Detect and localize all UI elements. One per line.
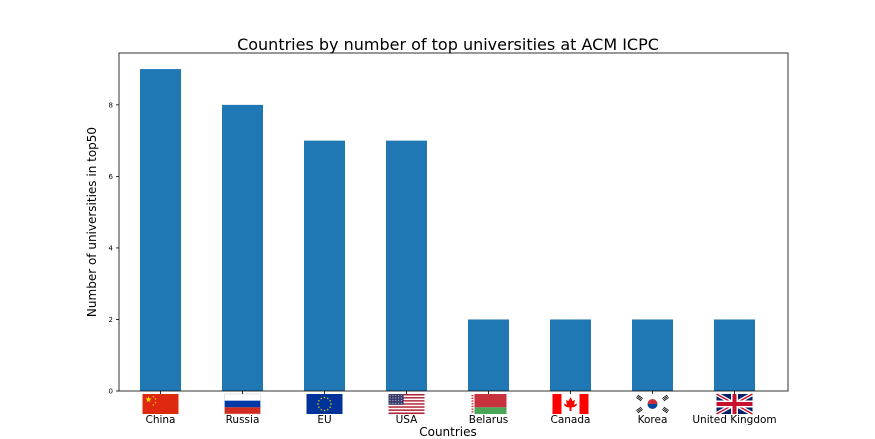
x-tick-label: Belarus: [469, 414, 508, 426]
x-tick-label: Canada: [551, 414, 591, 426]
y-axis-label: Number of universities in top50: [85, 127, 99, 317]
bar: [386, 140, 427, 391]
y-tick-label: 2: [109, 316, 113, 324]
y-tick-label: 0: [109, 388, 113, 396]
bars-group: [140, 69, 755, 392]
bar: [140, 69, 181, 391]
x-axis-tick-labels: China Russia EU USA Belarus Canada Korea United…: [146, 391, 777, 426]
y-axis: 0 2 4 6 8: [109, 101, 119, 396]
x-axis-label: Countries: [419, 425, 477, 439]
canada-flag-icon: [552, 394, 589, 414]
russia-flag-icon: [224, 393, 261, 415]
x-tick-label: USA: [396, 414, 419, 426]
y-tick-label: 8: [109, 101, 113, 109]
usa-flag-icon: [388, 394, 425, 415]
bar: [468, 319, 509, 391]
bar: [222, 104, 263, 392]
y-tick-label: 4: [109, 244, 114, 252]
x-tick-label: EU: [317, 414, 331, 426]
y-tick-label: 6: [109, 173, 114, 181]
plot-frame: [118, 52, 789, 392]
x-tick-label: Russia: [226, 414, 260, 426]
bar: [632, 319, 673, 391]
flags-group: [142, 392, 754, 416]
belarus-flag-icon: [470, 394, 507, 414]
korea-flag-icon: [634, 394, 671, 414]
china-flag-icon: [142, 394, 179, 414]
bar: [304, 140, 345, 391]
x-tick-label: United Kingdom: [692, 414, 776, 426]
x-tick-label: Korea: [638, 414, 668, 426]
chart-title: Countries by number of top universities …: [237, 35, 659, 54]
bar: [550, 319, 591, 391]
uk-flag-icon: [715, 392, 754, 416]
bar: [714, 319, 755, 391]
x-tick-label: China: [146, 414, 176, 426]
eu-flag-icon: [306, 394, 343, 414]
